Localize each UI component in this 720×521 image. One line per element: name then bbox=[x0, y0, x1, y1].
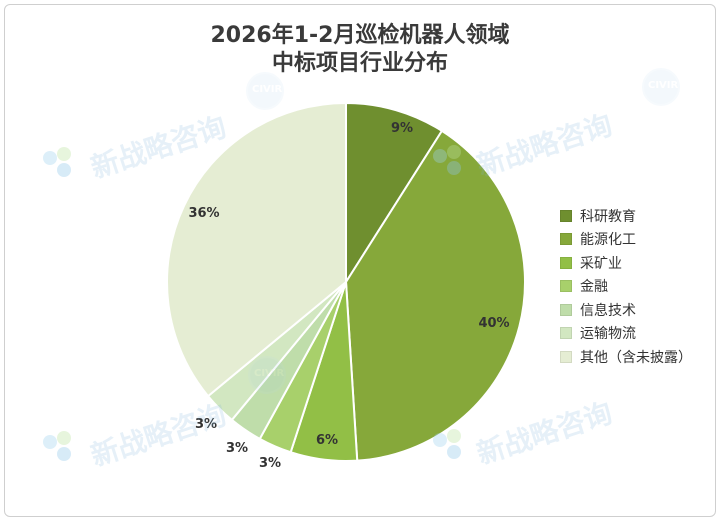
legend-item-mining: 采矿业 bbox=[560, 251, 692, 275]
legend-item-transport-logistics: 运输物流 bbox=[560, 322, 692, 346]
legend-item-other-undisclosed: 其他（含未披露） bbox=[560, 345, 692, 369]
legend-swatch-other-undisclosed bbox=[560, 350, 572, 363]
legend-label-research-education: 科研教育 bbox=[580, 208, 636, 225]
chart-legend: 科研教育 能源化工 采矿业 金融 信息技术 运输物流 其他（含未披露） bbox=[560, 204, 692, 369]
pie-slice-label-0: 9% bbox=[391, 121, 413, 136]
legend-item-information-technology: 信息技术 bbox=[560, 298, 692, 322]
pie-slice-label-6: 36% bbox=[188, 206, 219, 221]
pie-slice-label-4: 3% bbox=[226, 441, 248, 456]
pie-slice-label-3: 3% bbox=[259, 456, 281, 471]
legend-item-research-education: 科研教育 bbox=[560, 204, 692, 228]
pie-slice-0 bbox=[345, 101, 444, 286]
legend-label-finance: 金融 bbox=[580, 279, 608, 296]
legend-label-energy-chemical: 能源化工 bbox=[580, 232, 636, 249]
legend-item-finance: 金融 bbox=[560, 275, 692, 299]
legend-label-transport-logistics: 运输物流 bbox=[580, 326, 636, 343]
legend-swatch-research-education bbox=[560, 209, 572, 222]
legend-swatch-transport-logistics bbox=[560, 327, 572, 340]
pie-slice-label-5: 3% bbox=[195, 417, 217, 432]
pie-slice-label-2: 6% bbox=[316, 433, 338, 448]
pie-slice-label-1: 40% bbox=[478, 316, 509, 331]
legend-label-mining: 采矿业 bbox=[580, 255, 622, 272]
legend-swatch-information-technology bbox=[560, 303, 572, 316]
legend-swatch-finance bbox=[560, 280, 572, 293]
legend-label-information-technology: 信息技术 bbox=[580, 302, 636, 319]
legend-label-other-undisclosed: 其他（含未披露） bbox=[580, 349, 692, 366]
pie-slice-1 bbox=[344, 129, 526, 462]
chart-title-line-1: 2026年1-2月巡检机器人领域 bbox=[210, 23, 510, 48]
pie-slice-6 bbox=[166, 101, 347, 398]
legend-swatch-energy-chemical bbox=[560, 233, 572, 246]
legend-swatch-mining bbox=[560, 256, 572, 269]
chart-title-line-2: 中标项目行业分布 bbox=[271, 51, 448, 76]
legend-item-energy-chemical: 能源化工 bbox=[560, 228, 692, 252]
